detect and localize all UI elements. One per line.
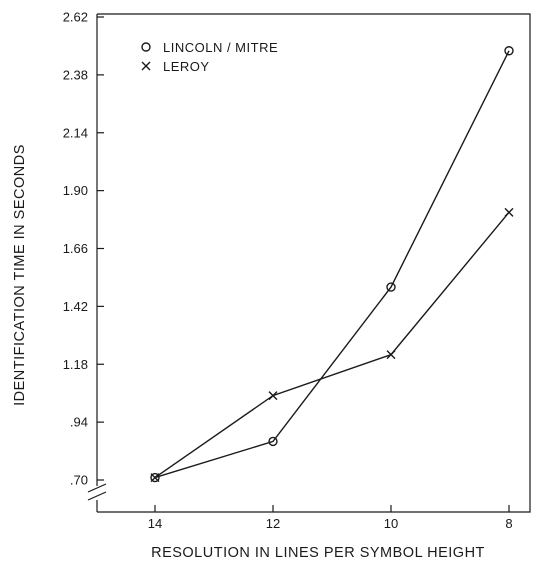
y-axis-ticks: .70 .94 1.18 1.42 1.66 1.90 2.14 2.38 2.62 [63,10,104,488]
data-point-circle [386,282,396,292]
y-tick-label: 1.66 [63,241,88,256]
series-layer [150,46,514,483]
axis-break-mark [87,491,107,501]
data-point-x [268,391,278,401]
y-tick-label: .70 [70,473,88,488]
y-tick-label: .94 [70,415,88,430]
x-axis-ticks: 14 12 10 8 [148,505,513,531]
data-point-circle [150,472,160,483]
legend-item: LEROY [141,59,210,74]
data-point-x [504,207,514,217]
x-tick-label: 10 [384,516,398,531]
y-tick-label: 2.38 [63,67,88,82]
series-line [154,50,510,479]
legend-x-icon [141,61,151,71]
x-tick-label: 12 [266,516,280,531]
data-point-x [150,473,160,483]
y-axis-label: IDENTIFICATION TIME IN SECONDS [12,144,28,406]
legend-item: LINCOLN / MITRE [141,40,278,55]
y-tick-label: 1.18 [63,357,88,372]
data-point-x [386,350,396,360]
y-tick-label: 1.90 [63,183,88,198]
series-lincoln-mitre [150,46,514,483]
legend-label: LEROY [163,59,210,74]
series-line [154,211,510,479]
data-point-circle [504,46,514,56]
x-tick-label: 14 [148,516,162,531]
axis-break-mark [87,483,107,493]
plot-frame [97,13,531,513]
legend: LINCOLN / MITRE LEROY [141,40,278,74]
y-tick-label: 2.62 [63,10,88,25]
data-point-circle [268,436,278,447]
y-tick-label: 2.14 [63,125,88,140]
axes [87,13,531,513]
legend-label: LINCOLN / MITRE [163,40,278,55]
y-tick-label: 1.42 [63,299,88,314]
series-leroy [150,207,514,483]
x-axis-label: RESOLUTION IN LINES PER SYMBOL HEIGHT [151,545,485,561]
x-tick-label: 8 [505,516,512,531]
legend-circle-icon [141,42,151,52]
